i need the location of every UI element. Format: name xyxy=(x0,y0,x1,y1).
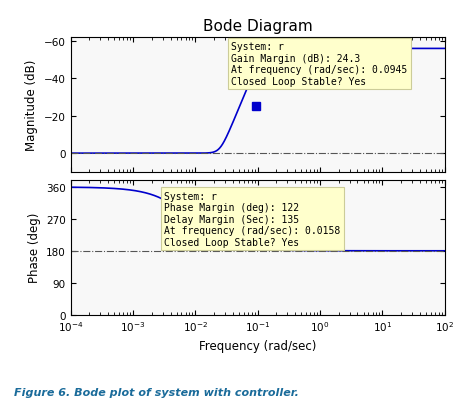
Text: Figure 6. Bode plot of system with controller.: Figure 6. Bode plot of system with contr… xyxy=(14,387,298,397)
Text: System: r
Gain Margin (dB): 24.3
At frequency (rad/sec): 0.0945
Closed Loop Stab: System: r Gain Margin (dB): 24.3 At freq… xyxy=(231,42,407,87)
Title: Bode Diagram: Bode Diagram xyxy=(202,19,312,34)
Y-axis label: Phase (deg): Phase (deg) xyxy=(27,213,40,283)
Text: System: r
Phase Margin (deg): 122
Delay Margin (Sec): 135
At frequency (rad/sec): System: r Phase Margin (deg): 122 Delay … xyxy=(164,191,340,247)
X-axis label: Frequency (rad/sec): Frequency (rad/sec) xyxy=(198,339,316,352)
Y-axis label: Magnitude (dB): Magnitude (dB) xyxy=(25,60,38,151)
